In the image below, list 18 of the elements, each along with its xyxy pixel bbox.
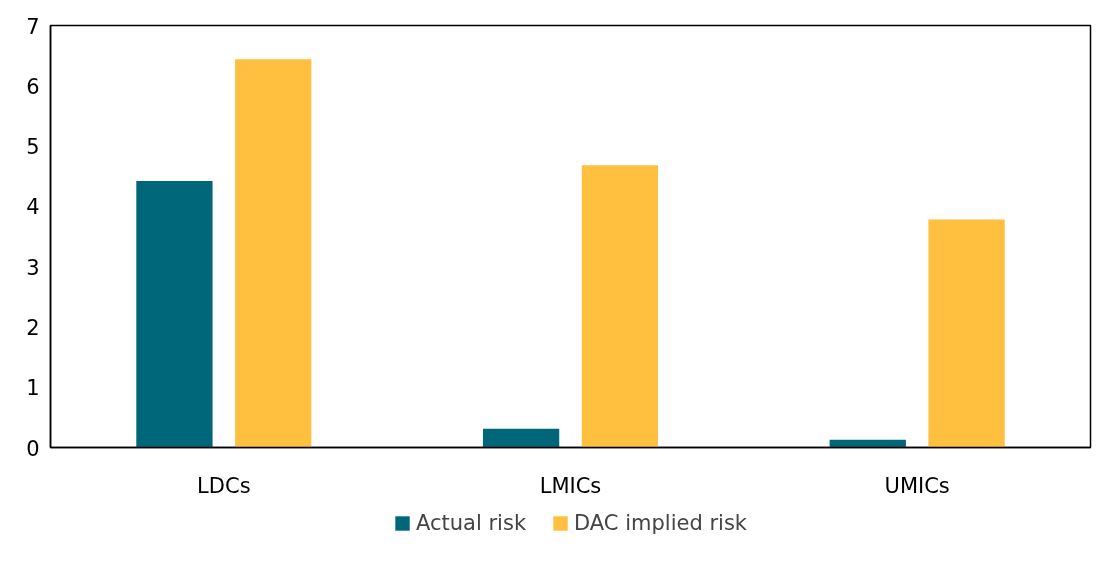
y-tick-label: 5 [26, 135, 40, 160]
x-tick-label: LDCs [197, 473, 251, 498]
y-tick-label: 7 [26, 14, 40, 39]
y-tick-label: 1 [26, 376, 40, 401]
x-tick-label: LMICs [539, 473, 602, 498]
y-tick-label: 2 [26, 315, 40, 340]
x-tick-label: UMICs [884, 473, 950, 498]
y-tick-label: 0 [26, 436, 40, 461]
bar [235, 59, 312, 448]
legend-label: DAC implied risk [574, 510, 747, 535]
legend-label: Actual risk [416, 510, 527, 535]
bar [482, 428, 560, 448]
y-tick-label: 4 [26, 195, 40, 220]
bar [581, 165, 659, 448]
bar [136, 181, 213, 448]
bar [928, 219, 1005, 448]
y-tick-label: 3 [26, 255, 40, 280]
y-tick-label: 6 [26, 74, 40, 99]
